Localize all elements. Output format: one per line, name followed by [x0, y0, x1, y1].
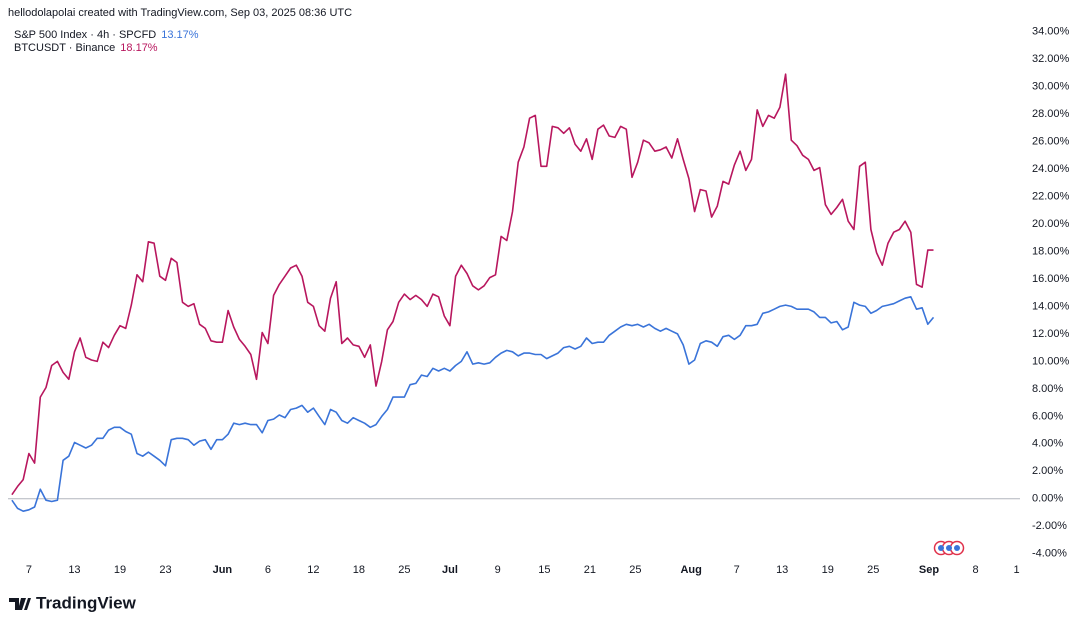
legend-name: S&P 500 Index · 4h · SPCFD [14, 29, 156, 41]
y-tick-label: 18.00% [1032, 245, 1070, 257]
logo-mark [9, 598, 31, 610]
y-tick-label: 28.00% [1032, 108, 1070, 120]
x-tick-label: Jul [442, 564, 458, 576]
y-tick-label: 26.00% [1032, 135, 1070, 147]
x-tick-label: 6 [265, 564, 271, 576]
x-tick-label: 25 [867, 564, 879, 576]
logo: TradingView [9, 593, 137, 612]
x-tick-label: 7 [26, 564, 32, 576]
x-tick-label: 7 [734, 564, 740, 576]
y-tick-label: 34.00% [1032, 26, 1070, 38]
y-tick-label: 14.00% [1032, 300, 1070, 312]
y-tick-label: -2.00% [1032, 520, 1067, 532]
series-line [11, 73, 934, 496]
logo-text: TradingView [36, 593, 137, 612]
x-tick-label: 9 [495, 564, 501, 576]
y-tick-label: 16.00% [1032, 273, 1070, 285]
y-tick-label: 20.00% [1032, 218, 1070, 230]
y-tick-label: 30.00% [1032, 80, 1070, 92]
legend-name: BTCUSDT · Binance [14, 42, 115, 54]
x-tick-label: Aug [680, 564, 701, 576]
x-tick-label: 13 [68, 564, 80, 576]
x-tick-label: 12 [307, 564, 319, 576]
y-tick-label: 0.00% [1032, 493, 1063, 505]
y-tick-label: 2.00% [1032, 465, 1063, 477]
y-tick-label: 24.00% [1032, 163, 1070, 175]
series-line [11, 295, 935, 513]
y-tick-label: 4.00% [1032, 438, 1063, 450]
y-tick-label: 8.00% [1032, 383, 1063, 395]
x-tick-label: Sep [919, 564, 939, 576]
x-tick-label: 23 [159, 564, 171, 576]
badge-dot [938, 545, 944, 551]
x-tick-label: 19 [114, 564, 126, 576]
x-tick-label: 8 [973, 564, 979, 576]
y-tick-label: 22.00% [1032, 190, 1070, 202]
x-tick-label: 1 [1014, 564, 1020, 576]
x-tick-label: 25 [629, 564, 641, 576]
currency-badges [933, 540, 965, 556]
x-tick-label: 15 [538, 564, 550, 576]
x-tick-label: 25 [398, 564, 410, 576]
x-tick-label: Jun [213, 564, 233, 576]
x-tick-label: 13 [776, 564, 788, 576]
y-tick-label: 32.00% [1032, 53, 1070, 65]
x-tick-label: 18 [353, 564, 365, 576]
badge-dot [954, 545, 960, 551]
y-tick-label: 10.00% [1032, 355, 1070, 367]
y-tick-label: 12.00% [1032, 328, 1070, 340]
y-tick-label: -4.00% [1032, 548, 1067, 560]
legend-value: 18.17% [120, 42, 158, 54]
y-tick-label: 6.00% [1032, 410, 1063, 422]
x-tick-label: 19 [822, 564, 834, 576]
x-tick-label: 21 [584, 564, 596, 576]
attribution: hellodolapolai created with TradingView.… [8, 7, 352, 19]
badge-dot [946, 545, 952, 551]
legend-value: 13.17% [161, 29, 199, 41]
